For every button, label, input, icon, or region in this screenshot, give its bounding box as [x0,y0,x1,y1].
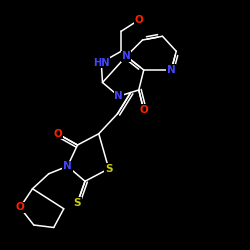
Text: O: O [134,15,143,25]
Text: S: S [74,198,81,207]
Text: N: N [63,161,72,171]
Text: O: O [53,129,62,139]
Text: N: N [122,51,130,61]
Text: N: N [167,65,175,75]
Text: S: S [105,164,112,174]
Text: N: N [114,91,123,101]
Text: O: O [140,105,148,115]
Text: HN: HN [93,58,110,68]
Text: O: O [16,202,24,212]
